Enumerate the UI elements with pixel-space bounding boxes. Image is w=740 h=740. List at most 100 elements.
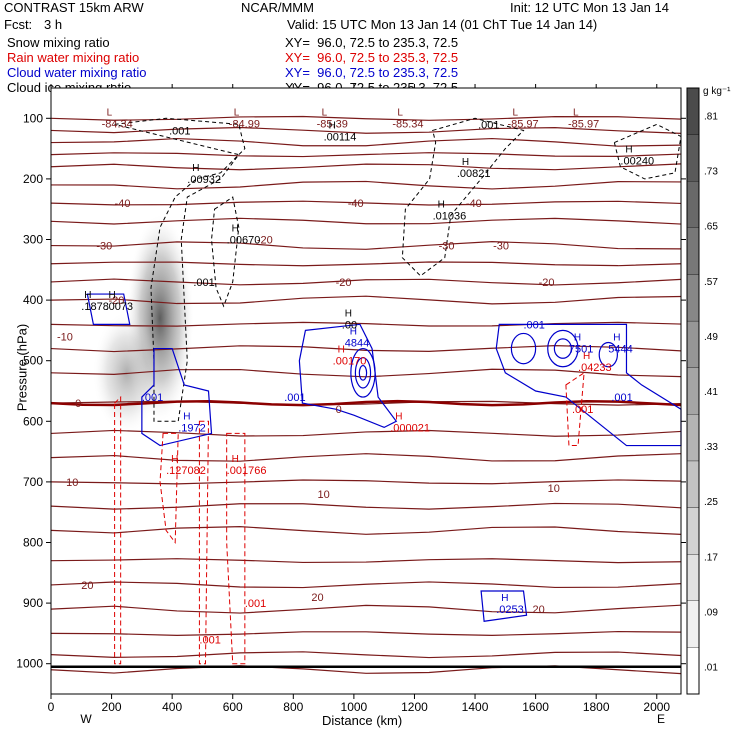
isotherm-line: [50, 321, 682, 327]
isotherm-line: [50, 581, 682, 589]
y-tick-label: 900: [23, 596, 43, 610]
min-value-label: -85.97: [568, 118, 599, 130]
rain-max-marker: H: [583, 351, 590, 362]
min-marker: L: [573, 107, 579, 118]
isotherm-line: [50, 479, 682, 485]
isotherm-line: [50, 115, 682, 121]
isotherm-label: -30: [439, 241, 455, 253]
colorbar-tick-label: .09: [704, 607, 718, 618]
colorbar-tick-label: .41: [704, 387, 718, 398]
field-snow-name: Snow mixing ratio: [7, 35, 110, 50]
snow-contour: [613, 123, 682, 180]
x-tick-label: 1400: [462, 700, 489, 714]
snow-contour: [211, 196, 240, 308]
cloud-contour-label: .001: [524, 319, 545, 331]
rain-contour-label: .001: [572, 404, 593, 416]
isotherm-line: [50, 200, 682, 206]
isotherm-label: -30: [96, 241, 112, 253]
colorbar-swatch: [686, 87, 700, 135]
x-tick-label: 400: [162, 700, 182, 714]
colorbar-frame: [686, 87, 700, 695]
isotherm-label: -20: [108, 295, 124, 307]
cloud-max-marker: H: [501, 593, 508, 604]
isotherm-label: 10: [548, 483, 560, 495]
rain-max-marker: H: [395, 411, 402, 422]
min-value-label: -85.97: [507, 118, 538, 130]
colorbar-swatch: [686, 134, 700, 182]
snow-contour-label: .001: [169, 125, 190, 137]
cloud-water-contour: [598, 341, 618, 368]
fcst-label: Fcst:: [4, 17, 33, 32]
rain-max-value: .127082: [166, 465, 206, 477]
cloud-max-value: .1972: [178, 422, 206, 434]
colorbar-swatch: [686, 227, 700, 275]
snow-max-marker: H: [329, 120, 336, 131]
isotherm-line: [50, 453, 682, 462]
snow-max-marker: H: [462, 157, 469, 168]
rain-contour: [114, 395, 122, 665]
y-tick-label: 800: [23, 536, 43, 550]
cloud-water-contour: [141, 347, 213, 447]
ice-max-value: .00: [342, 319, 357, 331]
colorbar-tick-label: .33: [704, 442, 718, 453]
ice-max-value: .0073: [106, 301, 134, 313]
x-end-label-west: W: [80, 712, 92, 726]
field-rain-name: Rain water mixing ratio: [7, 50, 140, 65]
snow-contour-label: .001: [193, 277, 214, 289]
cloud-max-value: 5444: [608, 344, 632, 356]
cloud-max-marker: H: [574, 333, 581, 344]
field-rain-xy: XY= 96.0, 72.5 to 235.3, 72.5: [285, 50, 459, 65]
isotherm-label: 10: [66, 477, 78, 489]
x-tick-label: 2000: [643, 700, 670, 714]
cloud-water-contour: [350, 347, 376, 398]
cloud-max-value: 4844: [345, 338, 369, 350]
isotherm-label: -40: [115, 198, 131, 210]
isotherm-line: [50, 261, 682, 267]
isotherm-line: [50, 345, 682, 353]
plot-frame: [50, 87, 682, 695]
cloud-contour-label: .001: [142, 392, 163, 404]
x-tick-label: 0: [48, 700, 55, 714]
isotherm-line: [50, 526, 682, 535]
min-marker: L: [107, 107, 113, 118]
freezing-level-line: [50, 399, 682, 407]
isotherm-label: 10: [317, 489, 329, 501]
min-marker: L: [512, 107, 518, 118]
cloud-contour-label: .001: [284, 392, 305, 404]
snow-max-marker: H: [438, 199, 445, 210]
snow-max-marker: H: [625, 145, 632, 156]
colorbar-tick-label: .65: [704, 222, 718, 233]
cloud-contour-label: .001: [611, 392, 632, 404]
isotherm-line: [50, 217, 682, 225]
colorbar-tick-label: .49: [704, 332, 718, 343]
isotherm-label: -20: [336, 277, 352, 289]
colorbar-tick-label: .57: [704, 277, 718, 288]
rain-max-marker: H: [232, 454, 239, 465]
snow-max-marker: H: [232, 224, 239, 235]
xaxis-title: Distance (km): [322, 713, 403, 728]
rain-max-value: .00170: [333, 356, 367, 368]
x-tick-label: 600: [223, 700, 243, 714]
snow-max-value: .00114: [324, 131, 357, 143]
isotherm-line: [50, 278, 682, 286]
y-tick-label: 500: [23, 354, 43, 368]
valid-time: Valid: 15 UTC Mon 13 Jan 14 (01 ChT Tue …: [287, 17, 598, 32]
colorbar-swatch: [686, 367, 700, 415]
isotherm-line: [50, 152, 682, 158]
isotherm-line: [50, 651, 682, 659]
snow-max-value: .00932: [187, 174, 221, 186]
rain-contour: [159, 432, 179, 544]
snow-max-value: .01036: [433, 210, 467, 222]
min-value-label: -84.99: [229, 118, 260, 130]
min-value-label: -85.39: [317, 118, 348, 130]
rain-contour-label: .001: [199, 634, 220, 646]
y-tick-label: 700: [23, 475, 43, 489]
cloud-max-marker: H: [613, 333, 620, 344]
y-tick-label: 300: [23, 233, 43, 247]
x-tick-label: 1800: [583, 700, 610, 714]
cloud-water-contour: [354, 357, 372, 389]
rain-max-value: .04233: [578, 362, 612, 374]
cloud-water-contour: [298, 323, 398, 429]
isotherm-line: [50, 126, 682, 134]
cloud-water-contour: [553, 338, 572, 359]
